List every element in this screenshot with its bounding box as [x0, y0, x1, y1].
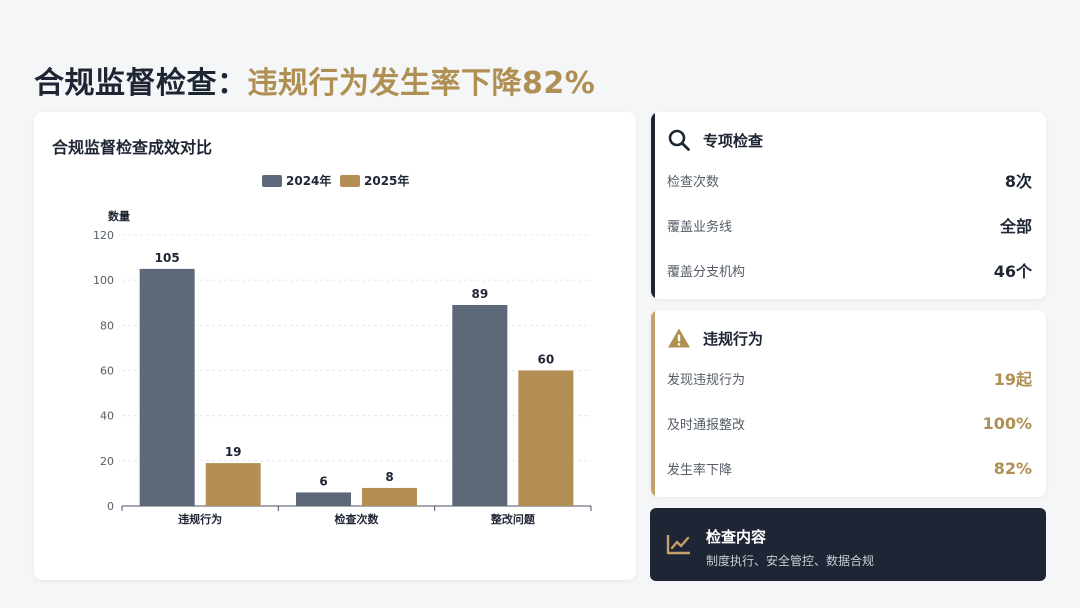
bar	[139, 268, 195, 506]
stat-row: 发现违规行为 19起	[667, 366, 1032, 390]
data-label: 8	[385, 470, 393, 484]
bar	[205, 463, 261, 506]
y-tick-label: 100	[93, 274, 114, 287]
legend-label: 2024年	[286, 173, 331, 188]
data-label: 19	[225, 445, 242, 459]
chart-card: 0 20 40 60 80 100 120 数量 105 19 违规行为 6 8 检查次数 89 60 整改问题…	[34, 112, 636, 580]
inspection-card-title: 专项检查	[703, 131, 764, 150]
stat-row: 及时通报整改 100%	[667, 411, 1032, 435]
stat-value: 100%	[982, 413, 1032, 433]
stat-value: 82%	[993, 458, 1032, 478]
page-title-prefix: 合规监督检查：	[34, 66, 248, 101]
data-label: 60	[537, 353, 554, 367]
stat-label: 发现违规行为	[667, 372, 746, 388]
x-tick-label: 检查次数	[335, 512, 380, 526]
bar	[518, 370, 574, 506]
violation-card-header: 违规行为	[667, 324, 763, 352]
bar	[452, 305, 508, 506]
y-tick-label: 20	[100, 455, 114, 468]
x-tick-label: 整改问题	[490, 512, 536, 526]
stat-value: 全部	[999, 217, 1032, 236]
stat-row: 覆盖业务线 全部	[667, 213, 1032, 237]
data-label: 89	[471, 287, 488, 301]
chart-title: 合规监督检查成效对比	[52, 138, 213, 157]
data-label: 6	[319, 474, 327, 488]
y-tick-label: 40	[100, 410, 114, 423]
y-tick-label: 60	[100, 365, 114, 378]
inspection-card: 专项检查 检查次数 8次 覆盖业务线 全部 覆盖分支机构 46个	[651, 112, 1046, 299]
page-title-highlight: 违规行为发生率下降82%	[247, 66, 596, 101]
legend-swatch	[340, 175, 360, 187]
line-chart-icon	[666, 533, 692, 555]
stat-value: 46个	[993, 262, 1032, 281]
inspection-card-header: 专项检查	[667, 126, 763, 154]
bar-chart: 0 20 40 60 80 100 120 数量 105 19 违规行为 6 8 检查次数 89 60 整改问题…	[93, 173, 592, 526]
warning-icon	[667, 326, 691, 350]
stat-value: 8次	[1004, 172, 1032, 191]
violation-card: 违规行为 发现违规行为 19起 及时通报整改 100% 发生率下降 82%	[651, 310, 1046, 497]
y-tick-label: 0	[107, 500, 114, 513]
x-tick-label: 违规行为	[178, 512, 222, 526]
page-title: 合规监督检查：违规行为发生率下降82%	[34, 58, 595, 102]
violation-card-title: 违规行为	[703, 329, 764, 348]
bar	[362, 487, 417, 506]
search-icon	[667, 128, 691, 152]
stat-label: 检查次数	[667, 174, 720, 190]
stat-label: 覆盖业务线	[667, 219, 733, 235]
content-card: 检查内容 制度执行、安全管控、数据合规	[650, 508, 1046, 581]
content-card-description: 制度执行、安全管控、数据合规	[706, 554, 875, 568]
y-tick-label: 80	[100, 319, 114, 332]
stat-row: 发生率下降 82%	[667, 456, 1032, 480]
stat-value: 19起	[993, 370, 1032, 389]
stat-label: 发生率下降	[667, 462, 733, 478]
legend-label: 2025年	[364, 173, 409, 188]
y-axis-label: 数量	[108, 209, 130, 223]
stat-row: 检查次数 8次	[667, 168, 1032, 192]
stat-label: 及时通报整改	[667, 417, 746, 433]
legend-swatch	[262, 175, 282, 187]
stat-row: 覆盖分支机构 46个	[667, 258, 1032, 282]
bar	[296, 492, 351, 506]
stat-label: 覆盖分支机构	[667, 264, 746, 280]
content-card-title: 检查内容	[706, 528, 767, 546]
y-tick-label: 120	[93, 229, 114, 242]
data-label: 105	[155, 251, 180, 265]
